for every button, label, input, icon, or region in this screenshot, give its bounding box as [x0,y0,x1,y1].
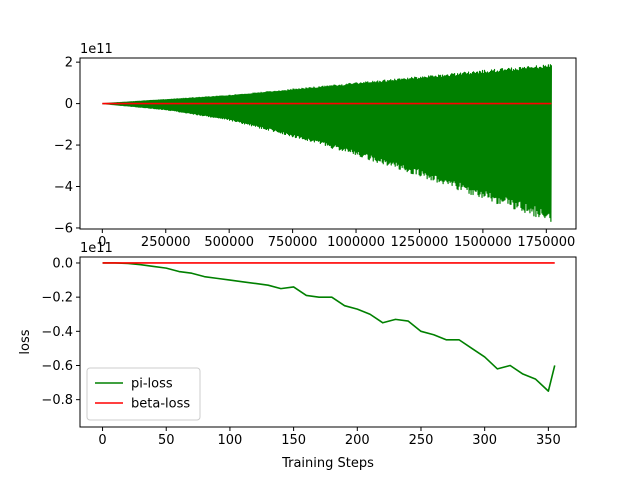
y-tick-label: −0.6 [41,359,73,374]
y-tick-label: −0.8 [41,393,73,408]
y-tick-label: 2 [65,56,73,71]
x-tick-label: 0 [98,235,106,250]
y-axis-label: loss [18,329,33,354]
x-tick-label: 1750000 [517,235,575,250]
y-tick-label: −6 [54,221,73,236]
axes-frame [79,57,577,230]
x-tick-label: 300 [472,433,497,448]
x-tick-label: 350 [536,433,561,448]
x-tick-label: 250000 [141,235,191,250]
legend: pi-loss beta-loss [86,367,201,421]
x-tick-label: 100 [218,433,243,448]
offset-text: 1e11 [80,42,113,57]
x-axis-label: Training Steps [281,456,374,471]
bottom-subplot: 0 50 100 150 200 250 300 350 0.0 −0.2 −0.4 −0.6 −0.8… [18,241,577,471]
x-tick-label: 150 [281,433,306,448]
x-tick-label: 1500000 [454,235,512,250]
legend-label-beta-loss: beta-loss [131,397,190,412]
y-tick-label: −0.4 [41,325,73,340]
x-tick-label: 50 [158,433,175,448]
x-tick-label: 200 [345,433,370,448]
x-tick-label: 750000 [268,235,318,250]
legend-box [86,367,201,421]
top-subplot: 0 250000 500000 750000 1000000 1250000 1500000… [54,42,577,250]
y-tick-label: −2 [54,139,73,154]
y-tick-label: 0 [65,97,73,112]
x-tick-label: 250 [409,433,434,448]
x-tick-label: 1000000 [327,235,385,250]
y-tick-label: −4 [54,180,73,195]
x-tick-label: 1250000 [391,235,449,250]
y-tick-label: 0.0 [52,256,73,271]
series-line-pi-loss [102,262,556,392]
series-line-pi [102,64,552,222]
x-tick-label: 0 [98,433,106,448]
legend-label-pi-loss: pi-loss [131,377,173,392]
x-tick-label: 500000 [204,235,254,250]
y-tick-label: −0.2 [41,291,73,306]
axes-frame [79,256,577,428]
offset-text: 1e11 [80,241,113,256]
